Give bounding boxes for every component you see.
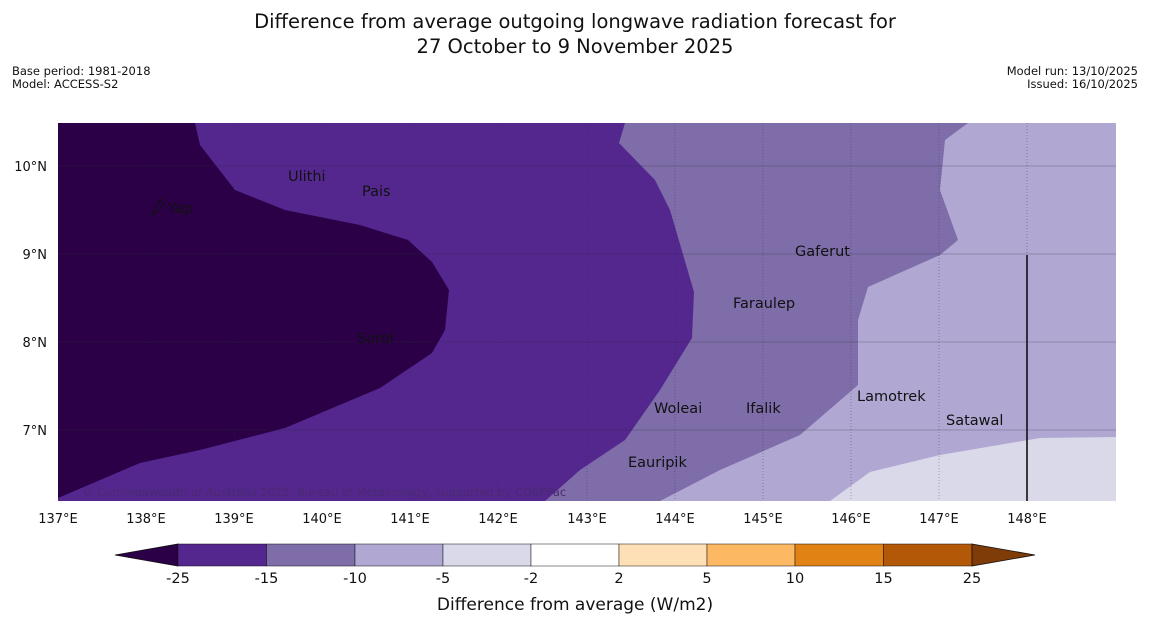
colorbar-seg-2 — [266, 543, 356, 567]
colorbar-seg-1 — [177, 543, 267, 567]
colorbar-label-neg2: -2 — [524, 571, 538, 587]
place-ifalik: Ifalik — [746, 401, 781, 417]
colorbar-label-15: 15 — [874, 571, 892, 587]
colorbar-label-neg5: -5 — [436, 571, 450, 587]
x-tick-142: 142°E — [478, 512, 518, 527]
place-pais: Pais — [362, 184, 391, 200]
colorbar-label-neg10: -10 — [343, 571, 367, 587]
place-satawal: Satawal — [946, 413, 1003, 429]
y-tick-8n: 8°N — [23, 336, 48, 351]
map-title: Difference from average outgoing longwav… — [0, 9, 1150, 59]
x-tick-143: 143°E — [567, 512, 607, 527]
colorbar-label-neg25: -25 — [166, 571, 190, 587]
x-tick-146: 146°E — [831, 512, 871, 527]
colorbar-label-neg15: -15 — [255, 571, 279, 587]
place-gaferut: Gaferut — [795, 244, 850, 260]
colorbar-title: Difference from average (W/m2) — [437, 595, 713, 615]
model-name: Model: ACCESS-S2 — [12, 77, 119, 91]
colorbar-seg-7 — [706, 543, 796, 567]
y-tick-9n: 9°N — [23, 248, 48, 263]
title-line-2: 27 October to 9 November 2025 — [416, 35, 734, 58]
colorbar-seg-6 — [618, 543, 708, 567]
zone-lt-neg25 — [58, 123, 449, 498]
place-faraulep: Faraulep — [733, 296, 795, 312]
place-lamotrek: Lamotrek — [857, 389, 926, 405]
colorbar-label-2: 2 — [614, 571, 623, 587]
copyright-notice: © Commonwealth of Australia 2025, Bureau… — [82, 485, 566, 499]
colorbar-seg-3 — [354, 543, 444, 567]
x-tick-138: 138°E — [126, 512, 166, 527]
colorbar-seg-9 — [883, 543, 973, 567]
x-tick-148: 148°E — [1007, 512, 1047, 527]
meta-right: Model run: 13/10/2025 Issued: 16/10/2025 — [1007, 65, 1138, 91]
place-woleai: Woleai — [654, 401, 702, 417]
x-tick-139: 139°E — [214, 512, 254, 527]
x-tick-145: 145°E — [743, 512, 783, 527]
base-period: Base period: 1981-2018 — [12, 64, 151, 78]
colorbar-label-25: 25 — [963, 571, 981, 587]
x-tick-147: 147°E — [919, 512, 959, 527]
x-tick-140: 140°E — [302, 512, 342, 527]
x-axis-ticks: 137°E 138°E 139°E 140°E 141°E 142°E 143°… — [38, 512, 1047, 527]
x-tick-141: 141°E — [390, 512, 430, 527]
colorbar-seg-8 — [794, 543, 884, 567]
model-run: Model run: 13/10/2025 — [1006, 64, 1138, 78]
meta-left: Base period: 1981-2018 Model: ACCESS-S2 — [12, 65, 151, 91]
colorbar: -25 -15 -10 -5 -2 2 5 10 15 25 Differenc… — [114, 543, 1036, 615]
colorbar-seg-4 — [442, 543, 532, 567]
x-tick-137: 137°E — [38, 512, 78, 527]
issued-date: Issued: 16/10/2025 — [1027, 77, 1138, 91]
place-labels: Yap Ulithi Pais Gaferut Faraulep Sorol L… — [167, 169, 1003, 471]
place-sorol: Sorol — [357, 331, 394, 347]
colorbar-extend-high — [971, 543, 1036, 567]
yap-island-icon — [150, 198, 165, 217]
colorbar-label-10: 10 — [786, 571, 804, 587]
title-line-1: Difference from average outgoing longwav… — [254, 10, 896, 33]
place-eauripik: Eauripik — [628, 455, 687, 471]
place-ulithi: Ulithi — [288, 169, 326, 185]
colorbar-seg-5 — [530, 543, 620, 567]
y-tick-10n: 10°N — [14, 160, 47, 175]
x-tick-144: 144°E — [655, 512, 695, 527]
y-axis-ticks: 10°N 9°N 8°N 7°N — [14, 160, 47, 439]
place-yap: Yap — [167, 201, 193, 217]
y-tick-7n: 7°N — [23, 424, 48, 439]
colorbar-label-5: 5 — [702, 571, 711, 587]
colorbar-extend-low — [114, 543, 179, 567]
map-area: Yap Ulithi Pais Gaferut Faraulep Sorol L… — [58, 123, 1116, 501]
